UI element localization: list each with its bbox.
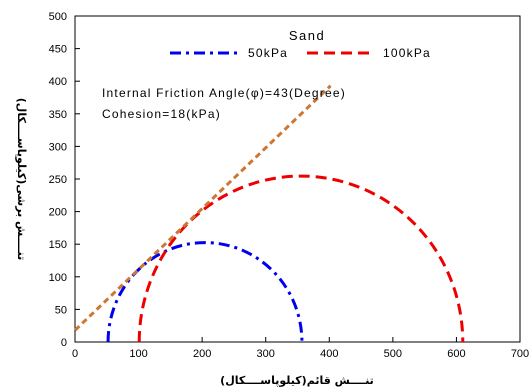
y-tick-label: 450 [49, 44, 67, 56]
y-axis-ticks: 0 50 100 150 200 250 300 350 400 450 500 [49, 11, 80, 349]
x-tick-label: 0 [72, 348, 78, 360]
y-tick-label: 250 [49, 174, 67, 186]
y-tick-label: 350 [49, 109, 67, 121]
y-axis-label: تنــــش برشی(کیلوپاســــکال) [15, 98, 28, 260]
friction-angle-annotation: Internal Friction Angle(φ)=43(Degree) [102, 86, 346, 100]
x-tick-label: 200 [193, 348, 211, 360]
y-tick-label: 150 [49, 239, 67, 251]
legend-title: Sand [289, 28, 325, 43]
legend-label-50kpa: 50kPa [248, 46, 288, 60]
series-layer [73, 84, 465, 343]
x-tick-label: 100 [129, 348, 147, 360]
y-tick-label: 50 [55, 304, 67, 316]
failure-envelope-line [73, 84, 332, 332]
x-tick-label: 400 [320, 348, 338, 360]
x-tick-label: 700 [511, 348, 529, 360]
mohr-circle-50kpa [106, 241, 304, 343]
x-axis-label: تنــــش قائم(کیلوپاســــکال) [220, 374, 374, 387]
y-tick-label: 500 [49, 11, 67, 23]
plot-frame [74, 15, 521, 343]
y-tick-label: 0 [61, 337, 67, 349]
legend: 50kPa 100kPa [170, 46, 431, 60]
y-tick-label: 100 [49, 272, 67, 284]
legend-label-100kpa: 100kPa [383, 46, 431, 60]
mohr-circle-100kpa [137, 174, 465, 343]
y-tick-label: 300 [49, 141, 67, 153]
x-axis-ticks: 0 100 200 300 400 500 600 700 [72, 337, 529, 360]
cohesion-annotation: Cohesion=18(kPa) [102, 107, 221, 121]
y-tick-label: 200 [49, 207, 67, 219]
y-tick-label: 400 [49, 76, 67, 88]
x-tick-label: 500 [384, 348, 402, 360]
x-tick-label: 600 [447, 348, 465, 360]
x-tick-label: 300 [257, 348, 275, 360]
